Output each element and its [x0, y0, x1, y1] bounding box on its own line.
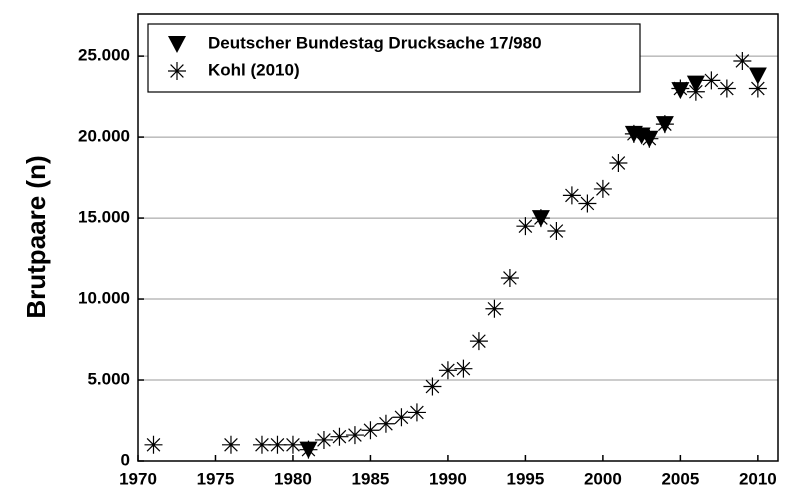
data-point	[702, 71, 721, 90]
data-point	[345, 426, 364, 445]
data-point	[547, 222, 566, 241]
y-tick-label: 10.000	[78, 289, 130, 308]
data-point	[717, 79, 736, 98]
data-point	[221, 435, 240, 454]
data-point	[640, 129, 659, 148]
y-axis-label: Brutpaare (n)	[21, 155, 51, 318]
data-point	[733, 51, 752, 70]
data-point	[562, 186, 581, 205]
data-point	[438, 361, 457, 380]
data-point	[531, 209, 550, 228]
data-point	[376, 414, 395, 433]
plot-frame	[137, 13, 779, 462]
data-point	[500, 268, 519, 287]
data-point	[299, 440, 318, 459]
data-point	[655, 115, 674, 134]
y-tick-label: 25.000	[78, 46, 130, 65]
data-point	[516, 217, 535, 236]
x-tick-label: 2005	[661, 469, 699, 488]
x-tick-label: 1975	[197, 469, 235, 488]
legend-box	[147, 23, 641, 93]
x-tick-label: 1970	[119, 469, 157, 488]
data-point	[578, 194, 597, 213]
x-tick-label: 1990	[429, 469, 467, 488]
data-point	[330, 427, 349, 446]
x-tick-label: 1980	[274, 469, 312, 488]
data-point	[283, 435, 302, 454]
data-point	[423, 377, 442, 396]
legend: Deutscher Bundestag Drucksache 17/980 Koh…	[147, 23, 641, 93]
x-tick-label: 2000	[584, 469, 622, 488]
data-point	[392, 408, 411, 427]
data-point	[454, 359, 473, 378]
x-tick-label: 2010	[739, 469, 777, 488]
data-point	[144, 435, 163, 454]
y-tick-label: 0	[121, 450, 130, 469]
data-point	[268, 435, 287, 454]
data-point	[407, 403, 426, 422]
data-point	[748, 79, 767, 98]
y-tick-label: 15.000	[78, 208, 130, 227]
data-point	[469, 332, 488, 351]
data-point	[593, 179, 612, 198]
data-point	[624, 124, 643, 143]
data-point	[314, 430, 333, 449]
legend-label: Deutscher Bundestag Drucksache 17/980	[208, 33, 542, 52]
y-tick-label: 5.000	[87, 370, 130, 389]
y-tick-label: 20.000	[78, 127, 130, 146]
data-point	[609, 154, 628, 172]
data-point	[252, 435, 271, 454]
x-tick-label: 1985	[352, 469, 390, 488]
data-point	[686, 82, 705, 101]
data-point	[748, 67, 767, 85]
legend-label: Kohl (2010)	[208, 60, 300, 79]
data-point	[361, 421, 380, 440]
x-tick-label: 1995	[506, 469, 544, 488]
data-point	[671, 79, 690, 98]
legend-marker	[168, 36, 186, 53]
legend-marker	[168, 62, 186, 80]
data-point	[485, 299, 504, 318]
